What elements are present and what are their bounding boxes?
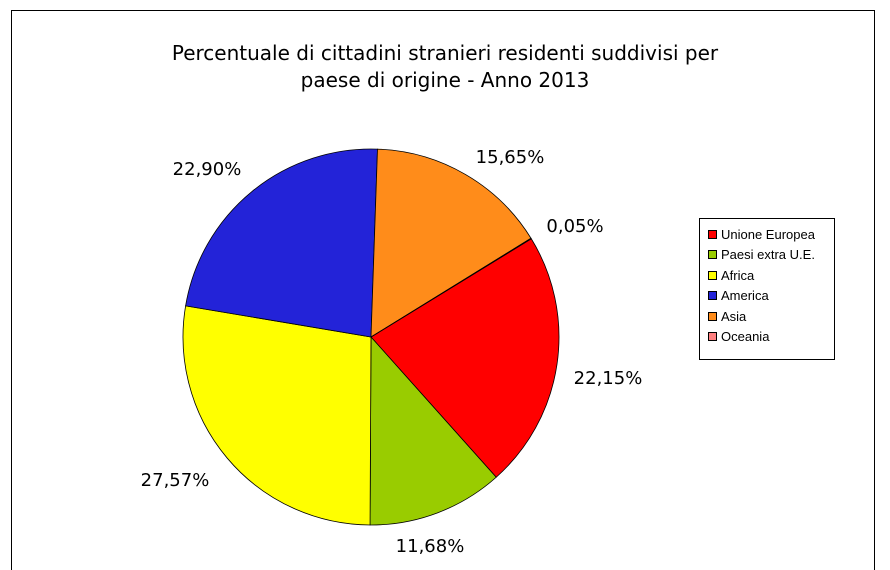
legend-item: Asia [700,306,834,327]
legend-label: America [721,288,769,304]
data-label-unione-europea: 22,15% [574,368,643,389]
legend-item: Africa [700,265,834,286]
legend-label: Asia [721,308,747,324]
legend-label: Oceania [721,329,770,345]
legend-item: America [700,286,834,307]
chart-title-line-1: Percentuale di cittadini stranieri resid… [171,41,719,65]
chart-frame [11,10,875,570]
legend-item: Paesi extra U.E. [700,245,834,266]
data-label-africa: 27,57% [141,470,210,491]
pie-slice-unione-europea [370,238,560,478]
chart-title-line-2: paese di origine - Anno 2013 [300,68,590,92]
data-label-asia: 15,65% [476,147,545,168]
legend-swatch [708,311,717,321]
legend-swatch [708,332,717,342]
pie-slice-america [185,148,378,338]
data-label-oceania: 0,05% [546,216,603,237]
chart-title: Percentuale di cittadini stranieri resid… [0,40,890,94]
pie-slice-paesi-extra-u-e [369,335,497,526]
legend-swatch [708,291,717,301]
legend-label: Unione Europea [721,226,815,242]
data-label-paesi-extra-u-e: 11,68% [396,536,465,557]
legend-label: Paesi extra U.E. [721,247,815,263]
data-label-america: 22,90% [173,159,242,180]
legend-item: Unione Europea [700,224,834,245]
chart-legend: Unione Europea Paesi extra U.E. Africa Amer… [699,218,835,360]
legend-swatch [708,270,717,280]
legend-swatch [708,229,717,239]
pie-slice-asia [370,148,532,338]
legend-swatch [708,250,717,260]
pie-slice-africa [182,305,372,526]
legend-item: Oceania [700,327,834,348]
legend-label: Africa [721,267,755,283]
pie-slice-oceania [370,237,532,338]
